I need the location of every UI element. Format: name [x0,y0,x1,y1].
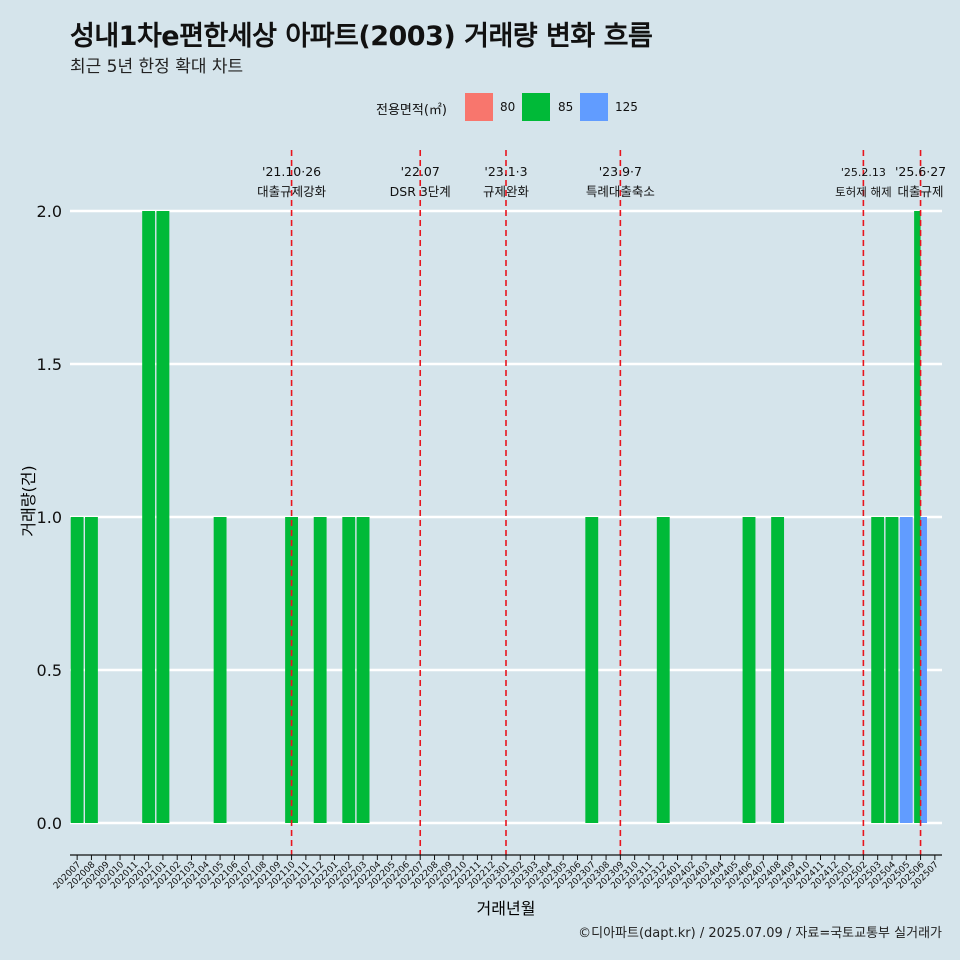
y-tick-label: 2.0 [37,202,62,221]
bar-202307-85 [585,517,599,823]
event-date-label: '25.2.13 [841,166,886,179]
event-date-label: '25.6·27 [895,164,946,179]
event-date-label: '22.07 [401,164,440,179]
event-label: 규제완화 [483,184,530,199]
legend-swatch-125 [580,93,608,121]
legend-label-125: 125 [615,100,638,114]
chart-title: 성내1차e편한세상 아파트(2003) 거래량 변화 흐름 [70,21,653,52]
event-label: 토허제 해제 [835,185,892,199]
legend-swatch-85 [522,93,550,121]
bar-202202-85 [342,517,356,823]
y-axis-label: 거래량(건) [19,465,38,536]
y-tick-label: 0.5 [37,661,62,680]
bar-202506-125 [920,517,927,823]
legend-swatch-80 [465,93,493,121]
x-axis-label: 거래년월 [477,899,536,918]
legend-title: 전용면적(㎡) [376,103,447,118]
bar-202503-85 [871,517,885,823]
event-date-label: '21.10·26 [262,164,321,179]
event-label: DSR 3단계 [390,184,451,199]
legend-label-80: 80 [500,100,516,114]
chart-subtitle: 최근 5년 한정 확대 차트 [70,57,244,77]
event-label: 대출규제강화 [257,184,327,199]
bar-202406-85 [742,517,756,823]
source-caption: ©디아파트(dapt.kr) / 2025.07.09 / 자료=국토교통부 실… [578,926,942,941]
bar-202105-85 [213,517,227,823]
y-tick-label: 1.5 [37,355,62,374]
legend-label-85: 85 [558,100,574,114]
legend: 전용면적(㎡) 80 85 125 [0,92,960,122]
bar-202506-85 [914,211,921,823]
bar-202203-85 [356,517,370,823]
bar-202504-85 [885,517,899,823]
bar-202112-85 [313,517,327,823]
bar-202312-85 [656,517,670,823]
y-tick-label: 1.0 [37,508,62,527]
y-tick-label: 0.0 [37,814,62,833]
bar-202408-85 [771,517,785,823]
bar-202008-85 [85,517,98,823]
bar-202007-85 [70,517,84,823]
bar-202101-85 [156,211,170,823]
event-label: 특례대출축소 [586,184,655,199]
bar-202505-125 [899,517,913,823]
bar-202012-85 [142,211,156,823]
event-label: 대출규제 [898,184,944,199]
event-date-label: '23.1·3 [484,164,527,179]
event-date-label: '23.9·7 [599,164,642,179]
